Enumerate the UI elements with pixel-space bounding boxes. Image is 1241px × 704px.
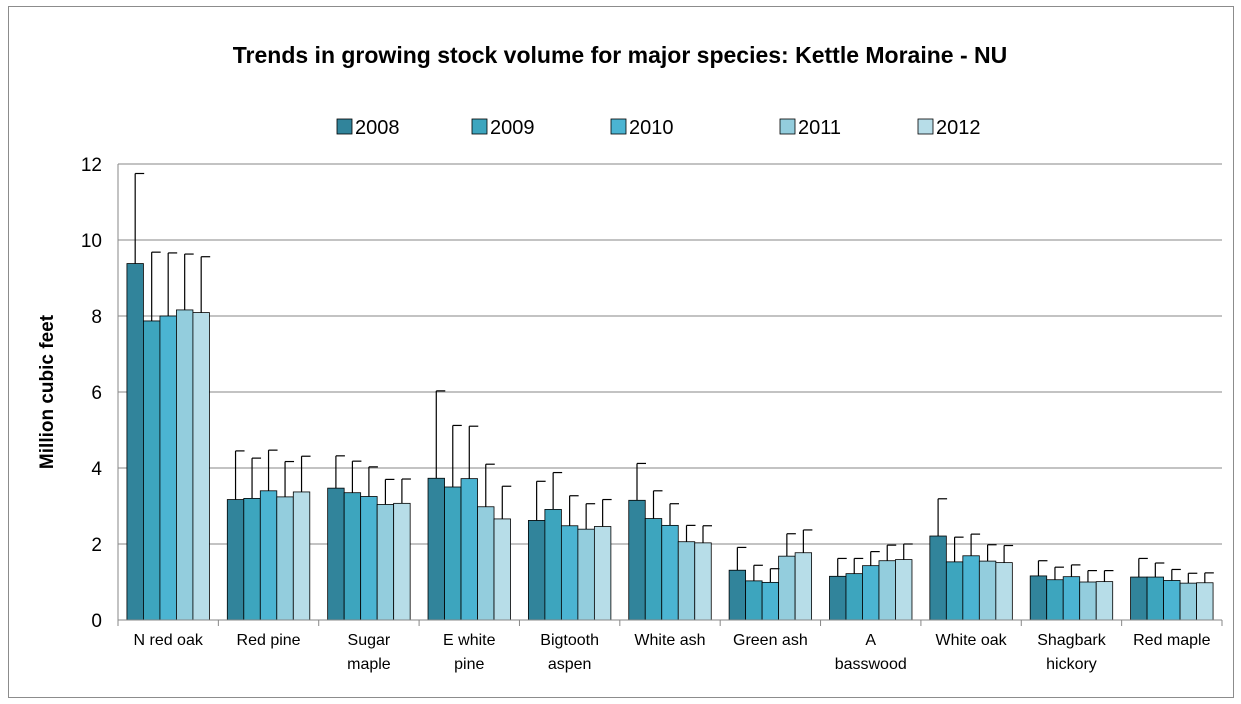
bar-2010 [460,478,478,621]
bar-2010 [661,524,679,621]
bar-2009 [845,573,863,621]
bar-2009 [945,561,964,621]
bar-2011 [778,555,796,621]
bar-2012 [493,518,511,621]
legend-swatch-2011 [779,118,796,135]
legend-swatch-2008 [336,118,353,135]
bar-2009 [544,509,562,621]
bar-2009 [444,486,462,621]
bar-2011 [376,504,395,621]
bar-2009 [1046,579,1064,621]
x-tick-label: N red oak [133,632,203,649]
x-tick-label: Red pine [237,632,301,649]
bar-2011 [176,309,194,621]
bar-2011 [1179,582,1197,621]
bar-2009 [343,492,362,621]
error-bars [134,172,1214,584]
bar-2011 [978,560,997,621]
bar-2011 [878,560,896,621]
gridlines [118,163,1222,545]
bar-2012 [1196,582,1214,621]
bar-2008 [829,575,847,621]
legend-label: 2012 [936,117,981,139]
bar-2008 [1130,576,1148,621]
bar-2010 [1062,576,1081,621]
legend-swatch-2010 [610,118,627,135]
bar-2011 [577,528,595,621]
y-axis-ticks: 0 2 4 6 8 10 12 [81,155,103,632]
bar-2010 [862,565,880,621]
y-tick-label: 0 [91,611,102,632]
x-axis-ticks: N red oak Red pine Sugar maple E white pine Bi… [117,620,1223,673]
bar-2011 [276,496,294,621]
x-tick-label: White oak [936,632,1008,649]
bar-2010 [360,496,378,621]
bar-2012 [1095,581,1114,621]
bar-2008 [628,499,646,621]
bar-2011 [477,506,495,621]
y-tick-label: 4 [91,459,102,480]
bar-2008 [427,477,445,621]
y-axis-label: Million cubic feet [37,314,58,469]
legend: 2008 2009 2010 2011 2012 [336,117,981,139]
bar-2012 [794,552,813,621]
bars [126,263,1214,621]
bar-2009 [1146,576,1164,621]
chart-title: Trends in growing stock volume for major… [233,42,1008,68]
legend-label: 2009 [490,117,535,139]
bar-2012 [393,502,411,621]
bar-2008 [929,535,947,621]
bar-2010 [259,490,278,621]
bar-2012 [895,559,913,621]
bar-2010 [962,555,980,621]
legend-label: 2011 [798,117,841,139]
y-tick-label: 12 [81,155,102,176]
y-tick-label: 2 [91,535,102,556]
bar-2009 [243,497,261,621]
bar-2012 [192,312,210,621]
bar-2009 [745,580,763,621]
bar-2008 [1029,575,1048,621]
x-tick-label: White ash [634,632,705,649]
legend-swatch-2012 [917,118,934,135]
bar-2012 [694,542,712,621]
x-tick-label: Bigtooth aspen [540,632,599,673]
bar-2008 [126,263,144,621]
bar-2010 [761,581,780,621]
bar-2012 [292,491,311,621]
bar-2010 [1163,580,1181,621]
bar-2008 [327,487,345,621]
legend-label: 2010 [629,117,674,139]
bar-2010 [159,315,177,621]
x-tick-label: Green ash [733,632,808,649]
x-axis [117,164,1222,621]
bar-2012 [995,562,1013,621]
x-tick-label: Shagbark hickory [1037,632,1106,673]
bar-2011 [1079,581,1097,621]
legend-swatch-2009 [471,118,488,135]
bar-2008 [527,520,546,621]
x-tick-label: Red maple [1133,632,1210,649]
bar-2009 [143,320,161,621]
x-tick-label: E white pine [443,632,496,673]
x-tick-label: Sugar maple [347,632,391,673]
bar-2008 [728,569,747,621]
bar-2012 [593,526,612,621]
legend-label: 2008 [355,117,400,139]
y-tick-label: 10 [81,231,102,252]
bar-2008 [226,499,245,621]
bar-2011 [677,541,696,621]
bar-2010 [560,525,579,621]
y-tick-label: 6 [91,383,102,404]
bar-2009 [644,518,663,621]
y-tick-label: 8 [91,307,102,328]
